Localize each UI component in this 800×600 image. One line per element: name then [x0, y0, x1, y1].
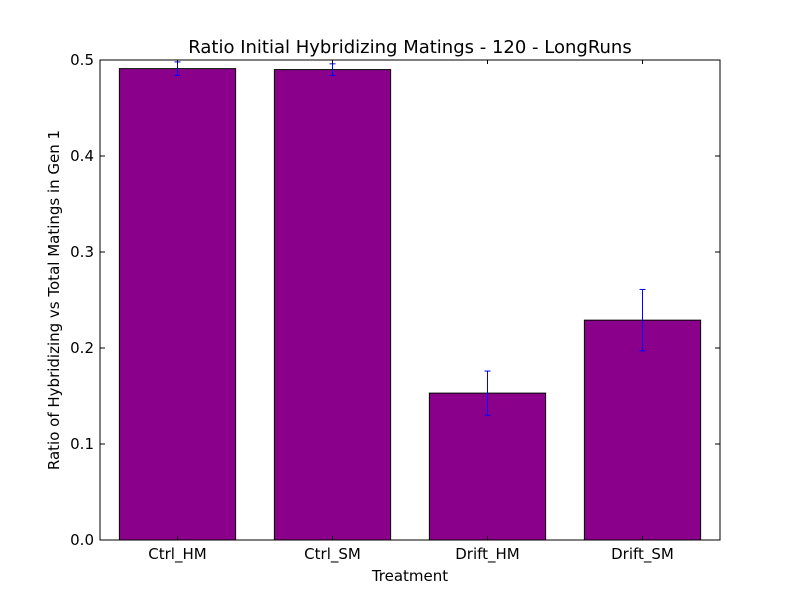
x-tick-label-Drift_SM: Drift_SM [611, 545, 674, 564]
error-bars-layer [174, 61, 646, 416]
y-tick-label-1: 0.1 [70, 435, 94, 453]
chart-title: Ratio Initial Hybridizing Matings - 120 … [188, 37, 631, 58]
x-axis-title: Treatment [371, 567, 448, 585]
bar-Drift_HM [428, 392, 547, 541]
y-tick-label-2: 0.2 [70, 339, 94, 357]
bar-Ctrl_SM [273, 69, 392, 541]
bar-Ctrl_HM [118, 68, 237, 541]
x-tick-label-Ctrl_SM: Ctrl_SM [304, 545, 361, 564]
y-axis-title: Ratio of Hybridizing vs Total Matings in… [45, 130, 63, 470]
y-tick-label-4: 0.4 [70, 147, 94, 165]
plot-frame [99, 59, 721, 541]
y-tick-label-0: 0.0 [70, 531, 94, 549]
bar-Drift_SM [583, 319, 702, 541]
x-tick-label-Ctrl_HM: Ctrl_HM [148, 545, 206, 564]
x-tick-label-Drift_HM: Drift_HM [455, 545, 520, 564]
y-tick-label-3: 0.3 [70, 243, 94, 261]
ticks-layer: Ctrl_HM Ctrl_SM Drift_HM Drift_SM 0.0 0.1 0.2 0… [70, 51, 720, 564]
bars-layer [118, 68, 702, 541]
y-tick-label-5: 0.5 [70, 51, 94, 69]
